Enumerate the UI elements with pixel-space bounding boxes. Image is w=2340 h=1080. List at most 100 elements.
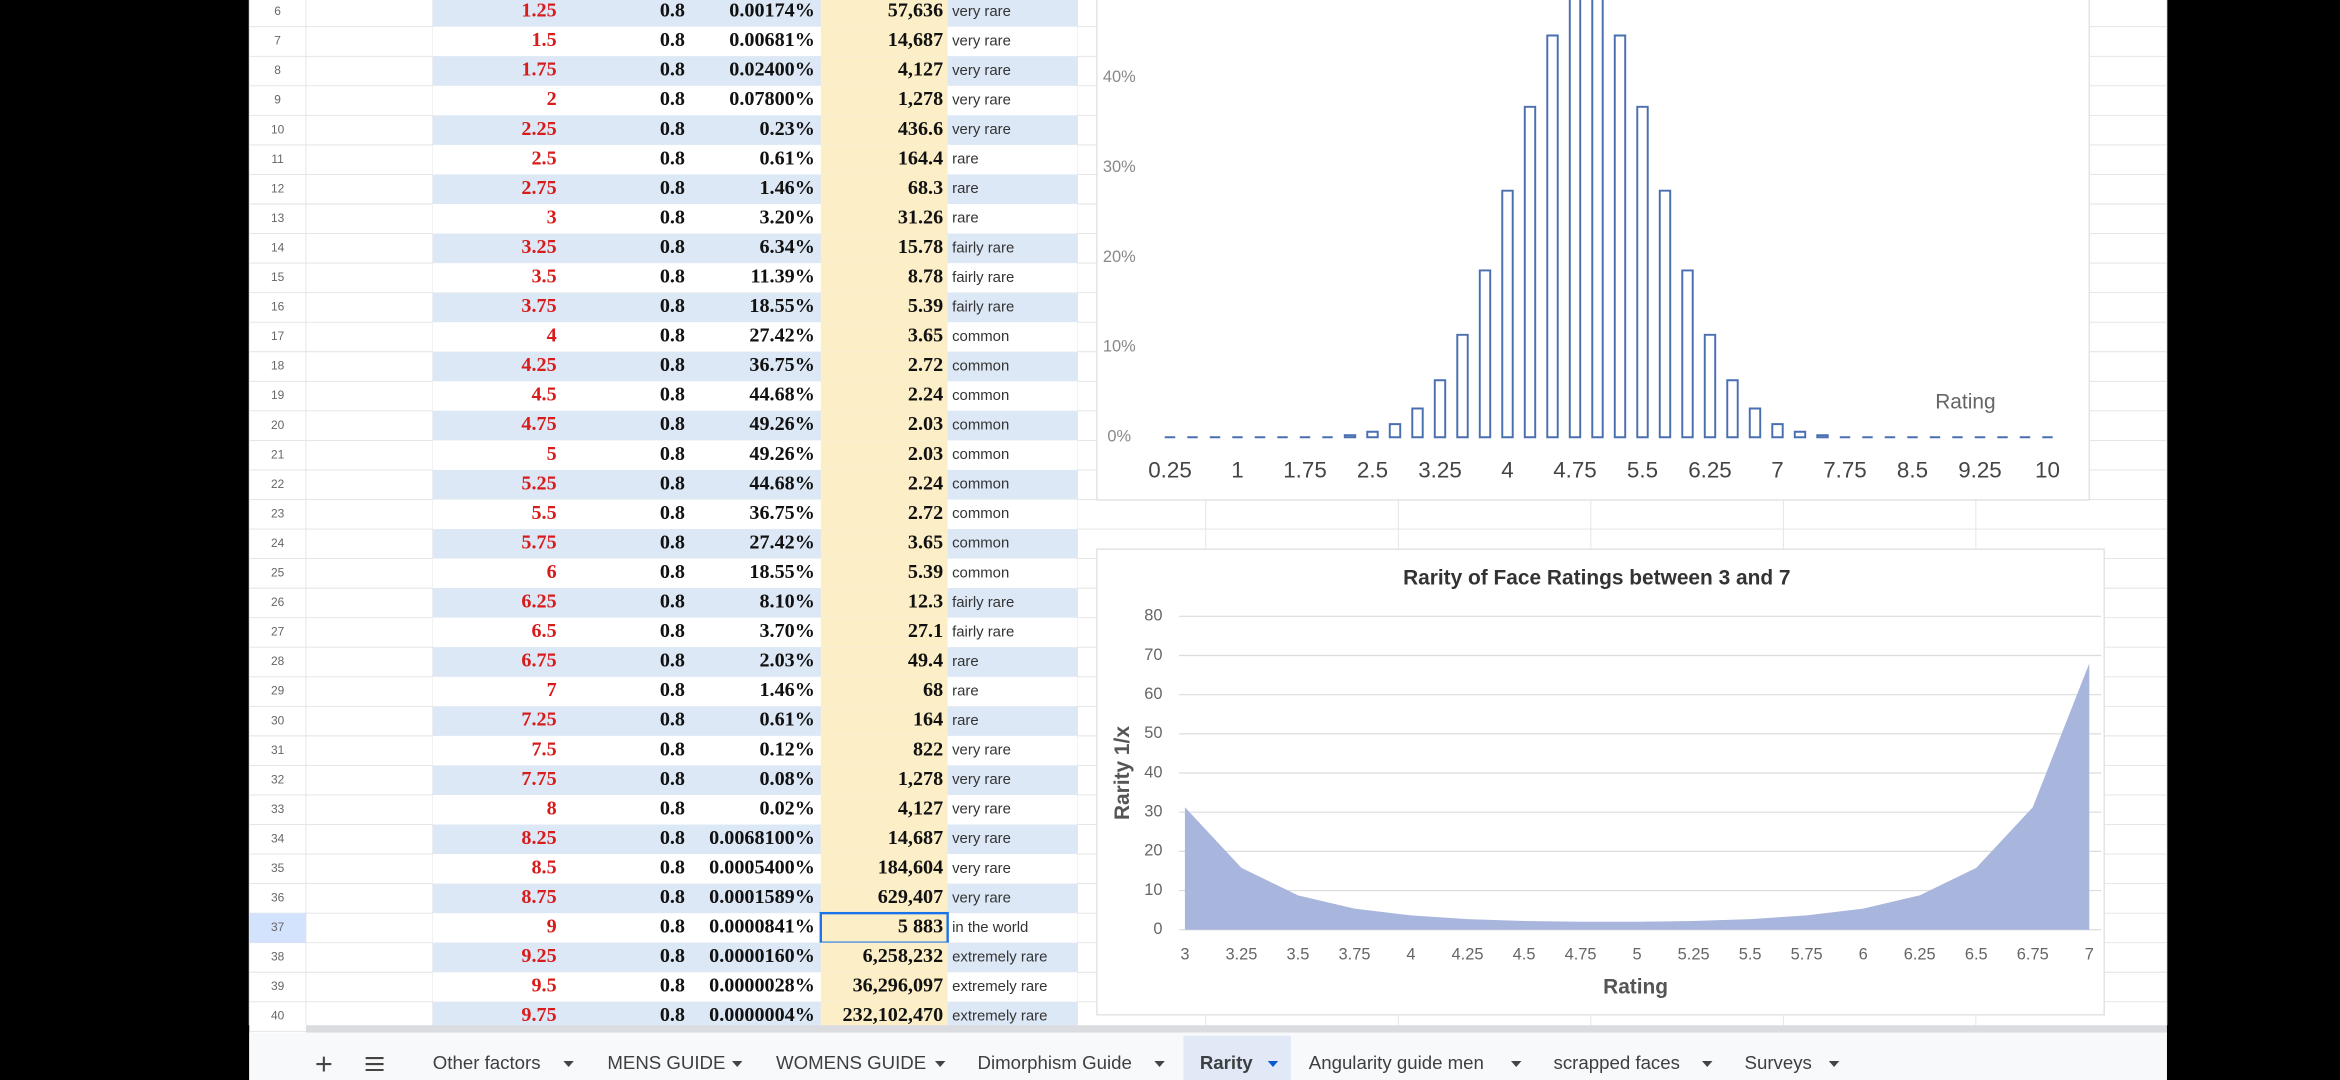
factor-cell: 0.8 <box>660 147 685 169</box>
row-band <box>432 588 1078 618</box>
y-tick-label: 20% <box>1103 248 1136 266</box>
x-axis-title: Rating <box>1935 390 1995 413</box>
all-sheets-button[interactable] <box>365 1057 384 1072</box>
bar <box>1501 189 1514 439</box>
row-band <box>432 26 1078 57</box>
x-tick-label: 6.25 <box>1904 945 1936 963</box>
y-tick-label: 80 <box>1144 607 1162 625</box>
tab-menu-arrow[interactable] <box>934 1061 946 1068</box>
rarity-cell: 2.03 <box>908 413 943 435</box>
rarity-label-cell: fairly rare <box>952 594 1014 611</box>
tab-menu-arrow[interactable] <box>1267 1061 1279 1068</box>
row-band <box>432 972 1078 1002</box>
sheet-tab[interactable]: WOMENS GUIDE <box>776 1052 926 1073</box>
tab-menu-arrow[interactable] <box>1510 1061 1522 1068</box>
x-tick-label: 4.75 <box>1553 457 1597 482</box>
factor-cell: 0.8 <box>660 945 685 967</box>
row-band <box>432 883 1078 914</box>
rarity-label-cell: very rare <box>952 742 1011 759</box>
rating-cell: 6 <box>547 561 557 583</box>
highlight-column <box>820 85 948 116</box>
rarity-label-cell: very rare <box>952 92 1011 109</box>
row-number: 35 <box>271 861 285 875</box>
x-tick-label: 8.5 <box>1897 457 1928 482</box>
factor-cell: 0.8 <box>660 502 685 524</box>
sheet-tab[interactable]: Angularity guide men <box>1309 1052 1484 1073</box>
sheet-tab[interactable]: Surveys <box>1745 1052 1812 1073</box>
highlight-column <box>820 233 948 264</box>
chart-title: Rarity of Face Ratings between 3 and 7 <box>1403 567 1790 590</box>
rarity-cell: 2.24 <box>908 472 943 494</box>
tab-menu-arrow[interactable] <box>1828 1061 1840 1068</box>
rarity-cell: 14,687 <box>888 29 943 51</box>
sheet-tab[interactable]: Rarity <box>1200 1052 1253 1073</box>
sheet-tab[interactable]: Other factors <box>433 1052 541 1073</box>
factor-cell: 0.8 <box>660 177 685 199</box>
rarity-label-cell: fairly rare <box>952 239 1014 256</box>
rarity-label-cell: common <box>952 387 1009 404</box>
rarity-cell: 3.65 <box>908 325 943 347</box>
highlight-column <box>820 765 948 795</box>
rarity-cell: 14,687 <box>888 827 943 849</box>
bar <box>1681 269 1694 439</box>
rarity-label-cell: very rare <box>952 860 1011 877</box>
row-band <box>432 617 1078 648</box>
rarity-cell: 2.72 <box>908 502 943 524</box>
rating-cell: 8.25 <box>521 827 556 849</box>
factor-cell: 0.8 <box>660 620 685 642</box>
row-number: 8 <box>274 63 281 77</box>
highlight-column <box>820 26 948 57</box>
factor-cell: 0.8 <box>660 206 685 228</box>
rarity-cell: 68.3 <box>908 177 943 199</box>
sheet-tab[interactable]: scrapped faces <box>1554 1052 1680 1073</box>
tab-menu-arrow[interactable] <box>563 1061 574 1068</box>
row-number: 9 <box>274 93 281 107</box>
highlight-column <box>820 854 948 884</box>
rating-cell: 6.75 <box>521 650 556 672</box>
highlight-column <box>820 115 948 145</box>
rarity-cell: 629,407 <box>878 886 943 908</box>
factor-cell: 0.8 <box>660 561 685 583</box>
sheet-tab[interactable]: Dimorphism Guide <box>977 1052 1131 1073</box>
rating-cell: 3.75 <box>521 295 556 317</box>
highlight-column <box>820 883 948 914</box>
add-sheet-button[interactable] <box>316 1056 332 1072</box>
y-axis-title: Rarity 1/x <box>1111 726 1134 820</box>
highlight-column <box>820 322 948 352</box>
rarity-cell: 5.39 <box>908 561 943 583</box>
rarity-cell: 31.26 <box>898 206 943 228</box>
y-tick-label: 0 <box>1153 920 1162 938</box>
rarity-cell: 1,278 <box>898 768 943 790</box>
percent-cell: 0.0000841% <box>709 916 815 938</box>
sheet-tab[interactable]: MENS GUIDE <box>607 1052 725 1073</box>
tab-menu-arrow[interactable] <box>1702 1061 1713 1068</box>
rarity-label-cell: fairly rare <box>952 623 1014 640</box>
highlight-column <box>820 410 948 441</box>
row-number: 28 <box>271 654 285 668</box>
tab-menu-arrow[interactable] <box>732 1061 743 1068</box>
distribution-chart: 0% 10% 20% 30% 40% 0.25 1 1.75 2.5 3.25 4 4.75 5.5 6.… <box>1103 0 2060 482</box>
x-tick-label: 5.25 <box>1678 945 1710 963</box>
x-tick-label: 6.75 <box>2017 945 2049 963</box>
rarity-label-cell: common <box>952 535 1009 552</box>
x-tick-label: 4 <box>1406 945 1415 963</box>
bar <box>1433 379 1447 439</box>
row-band <box>432 824 1078 855</box>
rating-cell: 6.25 <box>521 591 556 613</box>
percent-cell: 27.42% <box>749 531 814 553</box>
bar <box>1793 430 1807 439</box>
percent-cell: 49.26% <box>749 443 814 465</box>
percent-cell: 0.61% <box>759 709 814 731</box>
row-band <box>432 794 1078 825</box>
rarity-label-cell: very rare <box>952 32 1011 49</box>
bar <box>1726 379 1739 439</box>
row-number: 13 <box>271 211 285 225</box>
factor-cell: 0.8 <box>660 709 685 731</box>
row-number: 32 <box>271 772 285 786</box>
highlight-column <box>820 824 948 855</box>
tab-menu-arrow[interactable] <box>1154 1061 1165 1068</box>
row-band <box>432 735 1078 766</box>
factor-cell: 0.8 <box>660 413 685 435</box>
factor-cell: 0.8 <box>660 797 685 819</box>
rarity-label-cell: fairly rare <box>952 269 1014 286</box>
